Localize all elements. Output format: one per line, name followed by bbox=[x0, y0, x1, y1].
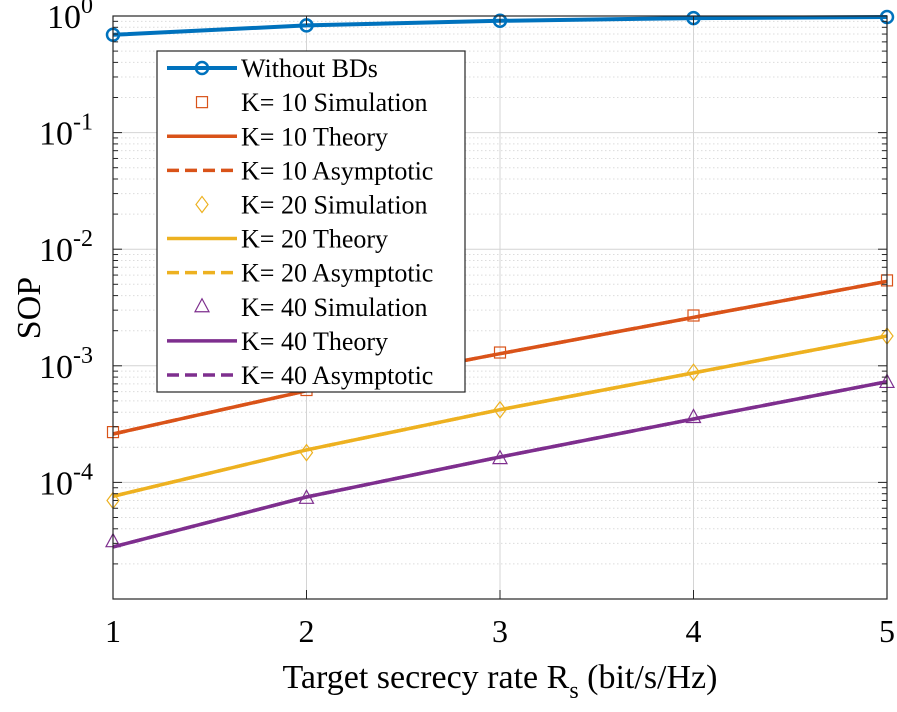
legend-label: K= 40 Simulation bbox=[241, 293, 428, 322]
x-tick-label: 4 bbox=[686, 613, 702, 649]
legend-swatch-marker bbox=[194, 60, 210, 76]
legend: Without BDs K= 10 Simulation K= 10 Theory K… bbox=[156, 50, 466, 393]
series-dashed-line bbox=[112, 334, 888, 499]
legend-label: K= 40 Asymptotic bbox=[241, 361, 433, 390]
x-axis-label: Target secrecy rate Rs (bit/s/Hz) bbox=[283, 659, 718, 704]
legend-label: K= 20 Simulation bbox=[241, 190, 428, 219]
x-tick-label: 1 bbox=[105, 613, 121, 649]
series-3 bbox=[112, 279, 888, 436]
legend-swatch-marker bbox=[195, 195, 209, 214]
legend-item: K= 20 Simulation bbox=[195, 190, 428, 219]
legend-item: K= 10 Asymptotic bbox=[167, 156, 433, 185]
legend-item: K= 20 Asymptotic bbox=[167, 259, 433, 288]
legend-label: K= 10 Theory bbox=[241, 122, 388, 151]
legend-label: Without BDs bbox=[241, 54, 378, 83]
legend-label: K= 20 Theory bbox=[241, 225, 388, 254]
x-axis-label-units: (bit/s/Hz) bbox=[579, 659, 718, 696]
data-point bbox=[685, 408, 702, 424]
legend-item: K= 40 Theory bbox=[167, 327, 388, 356]
legend-item: K= 10 Simulation bbox=[195, 88, 428, 117]
series-dashed-line bbox=[112, 279, 888, 436]
legend-label: K= 10 Simulation bbox=[241, 88, 428, 117]
legend-swatch-marker bbox=[195, 96, 209, 109]
ticks: 1 2 3 4 5 100 10-1 10-2 10-3 10-4 bbox=[39, 0, 895, 649]
series-dashed-line bbox=[112, 379, 888, 549]
legend-label: K= 10 Asymptotic bbox=[241, 156, 433, 185]
legend-label: K= 40 Theory bbox=[241, 327, 388, 356]
series-6 bbox=[112, 334, 888, 499]
legend-item: K= 40 Asymptotic bbox=[167, 361, 433, 390]
data-point bbox=[492, 13, 508, 29]
y-tick-label: 10-4 bbox=[39, 459, 93, 502]
legend-label: K= 20 Asymptotic bbox=[241, 259, 433, 288]
y-axis-label: SOP bbox=[11, 277, 48, 339]
y-tick-label: 10-2 bbox=[39, 226, 93, 269]
x-tick-label: 2 bbox=[299, 613, 315, 649]
legend-box bbox=[156, 50, 466, 393]
data-point bbox=[493, 400, 507, 419]
legend-item: K= 10 Theory bbox=[167, 122, 388, 151]
legend-item: Without BDs bbox=[167, 54, 378, 83]
x-tick-label: 3 bbox=[492, 613, 508, 649]
y-tick-label: 10-3 bbox=[39, 343, 93, 386]
legend-swatch-marker bbox=[193, 297, 211, 313]
x-axis-label-subscript: s bbox=[569, 678, 578, 704]
legend-item: K= 40 Simulation bbox=[193, 293, 428, 322]
data-point bbox=[686, 363, 701, 382]
x-tick-label: 5 bbox=[879, 613, 895, 649]
y-tick-label: 10-1 bbox=[39, 110, 93, 153]
legend-item: K= 20 Theory bbox=[167, 225, 388, 254]
series-9 bbox=[112, 379, 888, 549]
y-tick-label: 100 bbox=[47, 0, 93, 36]
